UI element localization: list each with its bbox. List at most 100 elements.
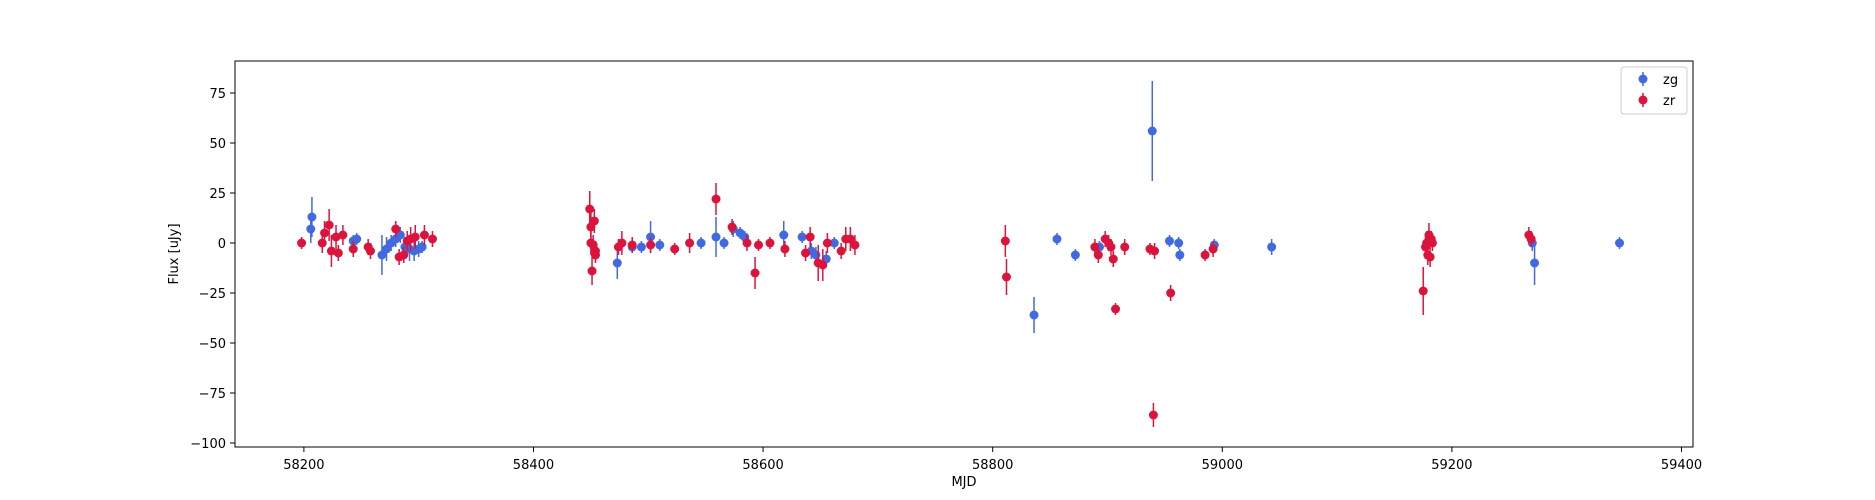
data-point-zr	[1108, 254, 1118, 264]
data-point-zr	[850, 240, 860, 250]
data-point-zr	[818, 260, 828, 270]
data-point-zr	[326, 246, 336, 256]
x-tick-label: 59200	[1431, 458, 1472, 473]
data-point-zg	[1615, 238, 1625, 248]
data-point-zg	[797, 232, 807, 242]
data-point-zr	[750, 268, 760, 278]
data-point-zr	[1425, 252, 1435, 262]
data-point-zr	[727, 222, 737, 232]
data-point-zg	[306, 224, 316, 234]
data-point-zr	[1526, 234, 1536, 244]
data-point-zg	[636, 242, 646, 252]
data-point-zr	[711, 194, 721, 204]
data-point-zr	[324, 220, 334, 230]
data-point-zg	[711, 232, 721, 242]
data-point-zr	[1150, 246, 1160, 256]
y-axis: −100 −75 −50 −25 0 25 50 75	[190, 87, 235, 452]
data-point-zg	[307, 212, 317, 222]
x-tick-label: 58800	[972, 458, 1013, 473]
x-axis: 58200 58400 58600 58800 59000 59200 59400	[283, 447, 1702, 473]
data-point-zr	[297, 238, 307, 248]
data-point-zr	[1001, 272, 1011, 282]
legend-entry-zr: zr	[1638, 93, 1676, 109]
y-tick-label: 0	[218, 237, 226, 252]
data-point-zg	[1175, 250, 1185, 260]
data-point-zr	[617, 238, 627, 248]
data-point-zr	[1166, 288, 1176, 298]
data-point-zr	[780, 244, 790, 254]
data-point-zr	[590, 250, 600, 260]
data-point-zr	[333, 248, 343, 258]
y-tick-label: −100	[190, 437, 226, 452]
y-tick-label: −25	[199, 287, 226, 302]
data-point-zr	[320, 228, 330, 238]
legend-label-zr: zr	[1663, 94, 1676, 109]
data-point-zr	[317, 238, 327, 248]
y-tick-label: −50	[199, 337, 226, 352]
x-tick-label: 59000	[1202, 458, 1243, 473]
data-point-zr	[587, 266, 597, 276]
data-point-zr	[1090, 242, 1100, 252]
data-point-zr	[331, 232, 341, 242]
data-point-zr	[805, 232, 815, 242]
data-point-zg	[829, 238, 839, 248]
data-point-zg	[1530, 258, 1540, 268]
x-tick-label: 58400	[513, 458, 554, 473]
data-point-zr	[1106, 242, 1116, 252]
data-point-zr	[419, 230, 429, 240]
legend-box	[1620, 66, 1688, 115]
data-point-zg	[612, 258, 622, 268]
y-tick-label: 50	[209, 137, 226, 152]
data-point-zg	[1267, 242, 1277, 252]
data-point-zr	[801, 248, 811, 258]
data-point-zr	[765, 238, 775, 248]
x-tick-label: 58600	[742, 458, 783, 473]
data-point-zr	[1093, 250, 1103, 260]
data-point-zg	[1052, 234, 1062, 244]
data-point-zg	[1174, 238, 1184, 248]
data-point-zg	[779, 230, 789, 240]
data-point-zr	[670, 244, 680, 254]
data-point-zg	[1147, 126, 1157, 136]
data-point-zr	[1427, 238, 1437, 248]
data-point-zg	[1029, 310, 1039, 320]
data-point-zr	[822, 238, 832, 248]
legend-marker-zg	[1638, 74, 1648, 84]
legend-marker-zr	[1638, 95, 1648, 105]
y-tick-label: 25	[209, 187, 226, 202]
x-tick-label: 59400	[1661, 458, 1702, 473]
legend-entry-zg: zg	[1638, 72, 1678, 88]
data-point-zr	[348, 244, 358, 254]
data-point-zr	[1208, 244, 1218, 254]
series-layer	[297, 81, 1625, 427]
data-point-zr	[399, 250, 409, 260]
data-point-zg	[1070, 250, 1080, 260]
legend: zg zr	[1620, 66, 1688, 115]
data-point-zr	[1111, 304, 1121, 314]
data-point-zr	[589, 216, 599, 226]
data-point-zr	[1200, 250, 1210, 260]
x-axis-label: MJD	[951, 475, 976, 490]
data-point-zr	[338, 230, 348, 240]
legend-label-zg: zg	[1663, 73, 1678, 88]
y-axis-label: Flux [uJy]	[167, 223, 182, 284]
data-point-zr	[836, 246, 846, 256]
data-point-zg	[655, 240, 665, 250]
y-tick-label: −75	[199, 387, 226, 402]
data-point-zr	[754, 240, 764, 250]
series-zr	[297, 183, 1536, 427]
data-point-zr	[365, 246, 375, 256]
data-point-zr	[1120, 242, 1130, 252]
data-point-zr	[1418, 286, 1428, 296]
data-point-zr	[685, 238, 695, 248]
data-point-zr	[1000, 236, 1010, 246]
data-point-zr	[391, 224, 401, 234]
data-point-zr	[410, 232, 420, 242]
data-point-zr	[585, 204, 595, 214]
data-point-zg	[811, 250, 821, 260]
data-point-zr	[627, 240, 637, 250]
y-tick-label: 75	[209, 87, 226, 102]
data-point-zr	[427, 234, 437, 244]
